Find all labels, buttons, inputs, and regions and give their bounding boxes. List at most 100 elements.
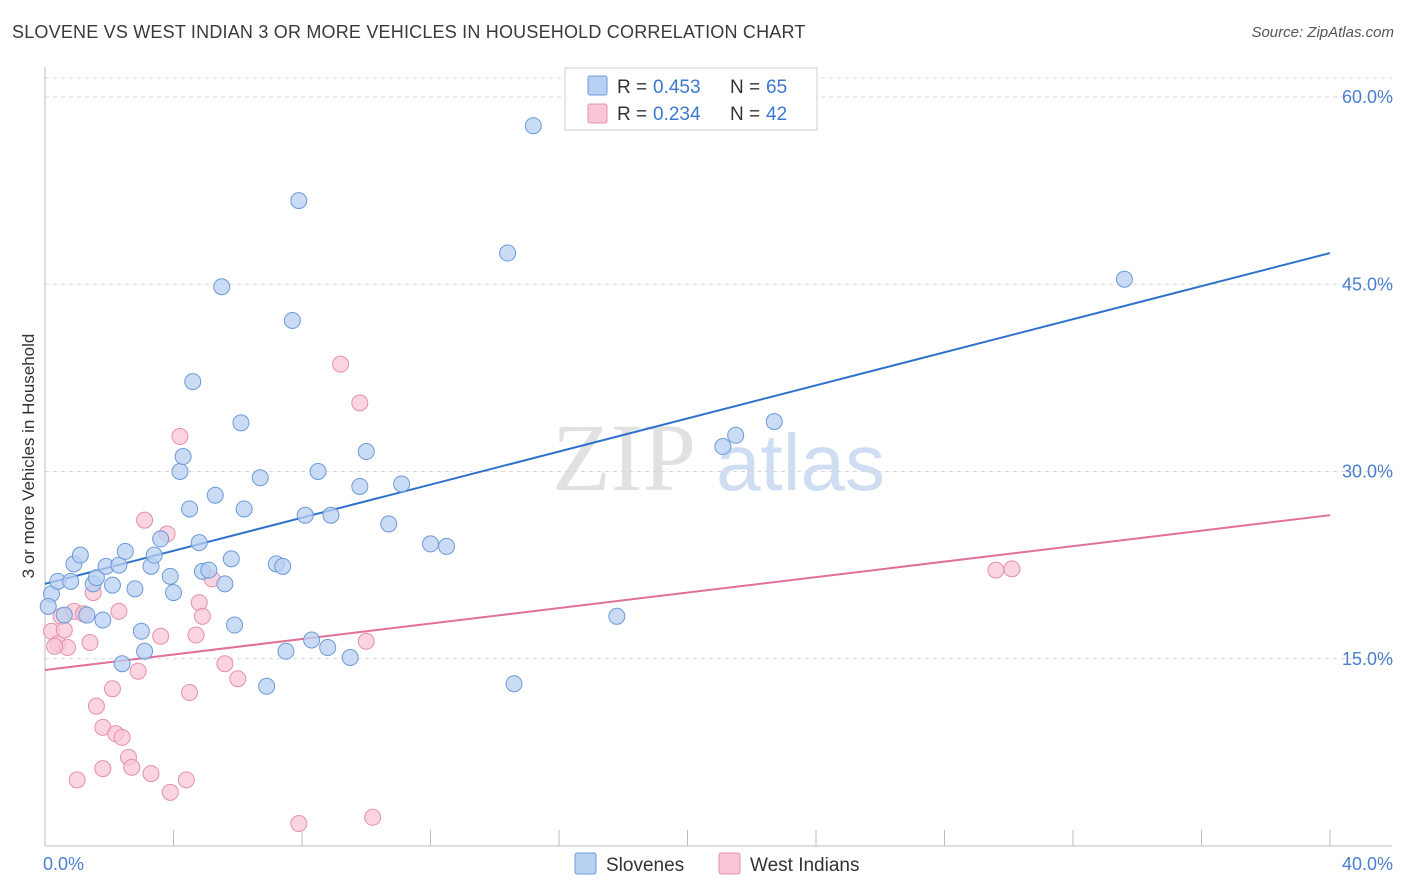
x-tick-label-0: 0.0% (43, 854, 84, 874)
trend-line-slovenes (44, 252, 1331, 585)
point-slovenes-55 (499, 244, 517, 262)
point-slovenes-44 (303, 631, 321, 649)
point-slovenes-61 (765, 413, 783, 431)
bottom-legend-slovenes: Slovenes (606, 855, 684, 876)
point-slovenes-62 (1115, 270, 1133, 288)
point-west-indians-22 (152, 627, 170, 645)
y-axis-title: 3 or more Vehicles in Household (19, 334, 38, 579)
point-slovenes-23 (174, 448, 192, 466)
point-west-indians-40 (1003, 560, 1021, 578)
point-west-indians-36 (351, 394, 369, 412)
point-slovenes-64 (113, 655, 131, 673)
point-slovenes-57 (524, 117, 542, 135)
point-slovenes-31 (216, 575, 234, 593)
point-west-indians-35 (332, 355, 350, 373)
point-west-indians-33 (229, 670, 247, 688)
point-slovenes-34 (232, 414, 250, 432)
point-west-indians-13 (103, 680, 121, 698)
tick-labels: 15.0% 30.0% 45.0% 60.0% 0.0% 40.0% (43, 87, 1393, 874)
point-west-indians-21 (142, 765, 160, 783)
point-slovenes-54 (438, 537, 456, 555)
point-west-indians-28 (187, 626, 205, 644)
point-slovenes-30 (213, 278, 231, 296)
watermark-atlas: atlas (716, 418, 885, 507)
point-slovenes-12 (110, 556, 128, 574)
stats-legend: R = 0.453 N = 65 R = 0.234 N = 42 (564, 67, 818, 131)
point-west-indians-32 (216, 655, 234, 673)
point-slovenes-52 (393, 475, 411, 493)
point-slovenes-48 (341, 649, 359, 667)
point-west-indians-25 (171, 428, 189, 446)
point-west-indians-41 (46, 637, 64, 655)
point-west-indians-6 (68, 771, 86, 789)
source-label: Source: ZipAtlas.com (1251, 24, 1394, 41)
point-west-indians-11 (94, 760, 112, 778)
point-west-indians-39 (987, 561, 1005, 579)
legend-r-value-1: 0.453 (653, 77, 701, 98)
point-slovenes-37 (258, 677, 276, 695)
point-slovenes-21 (165, 584, 182, 602)
point-slovenes-50 (357, 443, 375, 461)
bottom-legend-swatch-slovenes (574, 852, 597, 875)
point-slovenes-25 (184, 373, 202, 391)
point-slovenes-43 (296, 506, 314, 524)
point-slovenes-16 (136, 642, 154, 660)
point-west-indians-27 (181, 683, 199, 701)
point-slovenes-14 (126, 580, 144, 598)
point-slovenes-6 (78, 606, 96, 624)
point-west-indians-20 (136, 511, 154, 529)
y-tick-label-0: 15.0% (1342, 649, 1393, 669)
legend-n-value-2: 42 (766, 104, 787, 125)
point-slovenes-5 (71, 546, 89, 564)
point-slovenes-47 (322, 506, 340, 524)
point-slovenes-63 (39, 597, 57, 615)
trend-line-west-indians (44, 514, 1331, 671)
point-slovenes-49 (351, 477, 369, 495)
legend-r-label-1: R = (617, 77, 647, 98)
point-slovenes-22 (171, 463, 189, 480)
y-tick-label-1: 30.0% (1342, 462, 1393, 482)
point-slovenes-39 (274, 557, 292, 575)
point-west-indians-16 (113, 728, 131, 746)
point-slovenes-28 (200, 561, 218, 579)
legend-r-value-2: 0.234 (653, 104, 701, 125)
point-slovenes-9 (94, 611, 112, 629)
point-slovenes-36 (251, 469, 269, 487)
watermark-zip: ZIP (552, 404, 696, 511)
point-slovenes-3 (62, 572, 80, 590)
gridlines (45, 77, 1392, 660)
point-slovenes-11 (103, 576, 121, 594)
point-slovenes-45 (309, 463, 327, 480)
point-slovenes-26 (190, 534, 208, 552)
point-slovenes-20 (161, 567, 179, 585)
series-legend: Slovenes West Indians (574, 852, 859, 876)
point-slovenes-59 (714, 438, 732, 456)
point-slovenes-41 (283, 311, 301, 329)
legend-swatch-westindians (587, 103, 608, 124)
point-west-indians-30 (193, 607, 211, 625)
point-slovenes-60 (727, 426, 745, 444)
bottom-legend-swatch-westindians (718, 852, 741, 875)
legend-n-value-1: 65 (766, 77, 787, 98)
point-west-indians-38 (364, 808, 382, 826)
point-slovenes-32 (222, 550, 240, 568)
y-tick-label-2: 45.0% (1342, 274, 1393, 294)
point-slovenes-46 (319, 639, 337, 657)
legend-n-label-2: N = (730, 104, 760, 125)
point-west-indians-3 (55, 621, 73, 639)
legend-r-label-2: R = (617, 104, 647, 125)
point-slovenes-56 (505, 675, 523, 693)
point-slovenes-24 (181, 500, 199, 518)
point-slovenes-58 (608, 607, 626, 625)
point-west-indians-26 (177, 771, 195, 789)
point-slovenes-18 (145, 546, 163, 564)
data-points (39, 117, 1133, 833)
x-tick-label-1: 40.0% (1342, 854, 1393, 874)
y-tick-label-3: 60.0% (1342, 87, 1393, 107)
point-west-indians-24 (161, 783, 179, 801)
point-slovenes-51 (380, 515, 398, 533)
point-west-indians-10 (87, 697, 105, 715)
point-west-indians-8 (81, 634, 99, 652)
point-slovenes-15 (132, 622, 150, 640)
